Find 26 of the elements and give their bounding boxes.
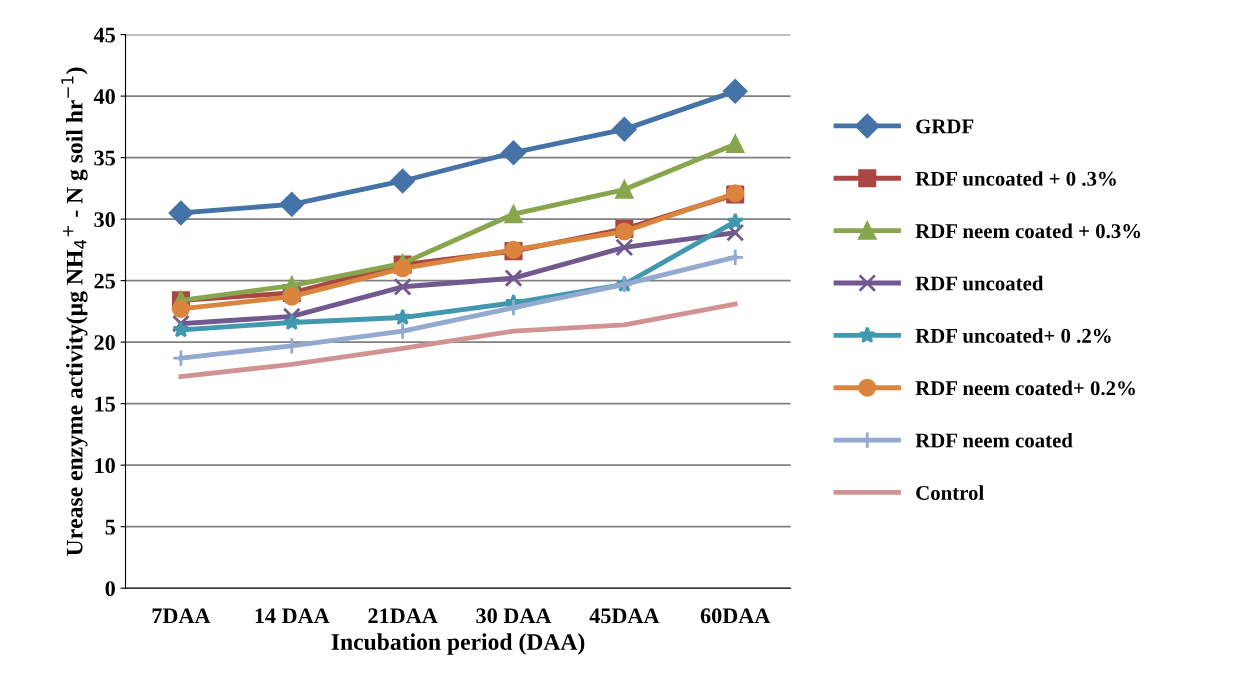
legend-label: RDF uncoated	[915, 275, 1044, 291]
legend-label: RDF uncoated + 0 .3%	[915, 171, 1116, 186]
y-tick-label: 20	[94, 335, 115, 351]
y-tick-label: 40	[93, 89, 115, 105]
x-tick-label: 30 DAA	[476, 608, 552, 624]
y-tick-label: 30	[94, 212, 115, 228]
legend-label: RDF uncoated+ 0 .2%	[915, 328, 1111, 343]
y-tick-label: 10	[95, 458, 115, 474]
y-tick-label: 5	[105, 519, 115, 535]
legend-label: Control	[916, 485, 984, 500]
legend-label: RDF neem coated	[915, 432, 1073, 448]
y-tick-label: 0	[105, 581, 115, 597]
y-tick-label: 15	[95, 396, 115, 412]
x-tick-label: 7DAA	[152, 608, 211, 624]
x-tick-label: 60DAA	[700, 608, 771, 624]
y-axis-title: Urease enzyme activity(µg NH$_{4}$$^{+}$ - N g soil hr$^{−1}$)	[61, 67, 88, 556]
x-axis-title: Incubation period (DAA)	[331, 633, 585, 655]
y-tick-label: 35	[94, 150, 115, 166]
legend-label: GRDF	[916, 119, 974, 134]
x-tick-label: 45DAA	[589, 608, 660, 624]
legend-label: RDF neem coated+ 0.2%	[915, 380, 1135, 396]
x-tick-label: 14 DAA	[255, 608, 330, 624]
x-tick-label: 21DAA	[368, 608, 438, 624]
legend-label: RDF neem coated + 0.3%	[915, 223, 1141, 239]
y-tick-label: 25	[94, 273, 115, 289]
y-tick-label: 45	[93, 27, 115, 43]
